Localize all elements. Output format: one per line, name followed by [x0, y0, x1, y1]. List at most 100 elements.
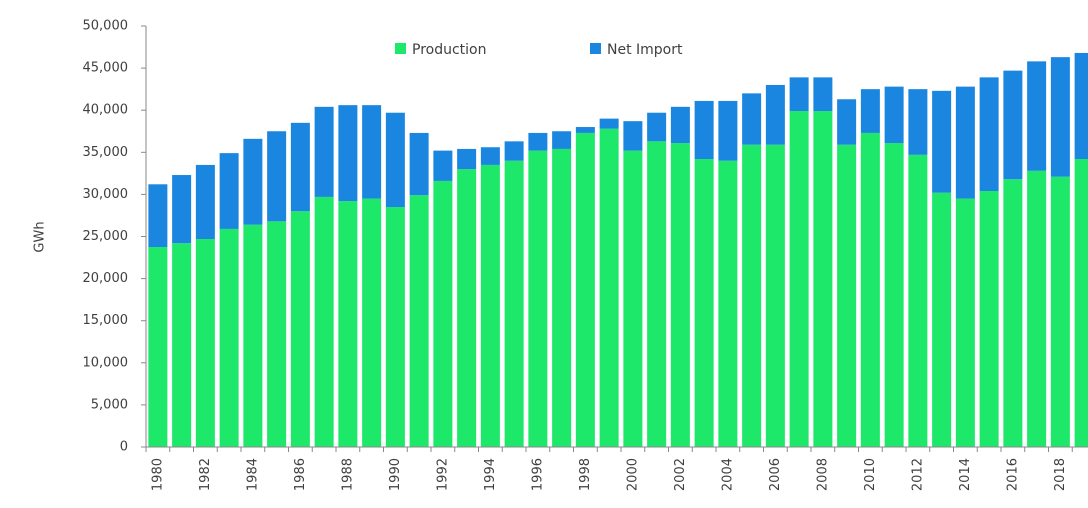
bar-segment	[932, 90, 952, 193]
bar-segment	[528, 150, 548, 447]
bar-segment	[1050, 176, 1070, 447]
bar-segment	[837, 99, 857, 145]
bar-segment	[433, 150, 453, 181]
bar-segment	[219, 228, 239, 447]
y-tick-label: 10,000	[83, 355, 129, 370]
bar-segment	[172, 243, 192, 447]
y-tick-label: 40,000	[83, 103, 129, 118]
y-tick-label: 30,000	[83, 187, 129, 202]
bar-segment	[1003, 70, 1023, 180]
bar-segment	[362, 105, 382, 199]
x-tick-label: 1982	[198, 458, 213, 491]
bar-segment	[148, 184, 168, 248]
bar-segment	[647, 141, 667, 447]
bar-segment	[148, 247, 168, 447]
bar-segment	[504, 160, 524, 447]
bar-segment	[457, 169, 477, 447]
bar-segment	[338, 201, 358, 447]
bar-segment	[884, 143, 904, 447]
bar-segment	[670, 106, 690, 144]
x-tick-label: 2004	[720, 458, 735, 491]
bar-segment	[884, 86, 904, 144]
bar-segment	[1003, 179, 1023, 447]
bar-segment	[623, 150, 643, 447]
bar-segment	[789, 77, 809, 112]
bar-segment	[552, 131, 572, 149]
x-tick-label: 1988	[340, 458, 355, 491]
bar-segment	[338, 105, 358, 202]
bar-segment	[172, 175, 192, 244]
x-tick-label: 1994	[483, 458, 498, 491]
bar-segment	[670, 143, 690, 447]
bar-segment	[932, 192, 952, 447]
bar-segment	[243, 138, 263, 225]
bar-segment	[267, 221, 287, 447]
bar-segment	[267, 131, 287, 222]
bar-segment	[314, 196, 334, 447]
bar-segment	[385, 112, 405, 208]
bar-segment	[599, 128, 619, 447]
bar-segment	[837, 144, 857, 448]
bar-segment	[1027, 170, 1047, 447]
x-tick-label: 1980	[150, 458, 165, 491]
bar-segment	[195, 239, 215, 447]
x-tick-label: 1984	[245, 458, 260, 491]
y-axis-label: GWh	[33, 221, 48, 252]
bar-segment	[243, 224, 263, 447]
bar-segment	[694, 159, 714, 447]
y-tick-label: 45,000	[83, 61, 129, 76]
x-tick-label: 1990	[388, 458, 403, 491]
x-tick-label: 1986	[293, 458, 308, 491]
bar-segment	[575, 132, 595, 447]
bar-segment	[457, 148, 477, 170]
bar-segment	[1050, 57, 1070, 177]
bar-segment	[1074, 52, 1088, 160]
bar-segment	[765, 144, 785, 448]
bar-segment	[1074, 159, 1088, 447]
bar-segment	[480, 147, 500, 165]
bar-segment	[813, 77, 833, 112]
x-tick-label: 2016	[1005, 458, 1020, 491]
legend-label: Production	[412, 42, 486, 58]
x-tick-label: 2012	[910, 458, 925, 491]
x-tick-label: 2002	[673, 458, 688, 491]
bar-segment	[908, 154, 928, 448]
bar-segment	[908, 89, 928, 155]
y-tick-label: 35,000	[83, 145, 129, 160]
bar-segment	[647, 112, 667, 142]
bar-segment	[742, 144, 762, 448]
bar-segment	[290, 211, 310, 447]
x-tick-label: 1992	[435, 458, 450, 491]
bar-segment	[195, 164, 215, 240]
y-tick-label: 25,000	[83, 229, 129, 244]
bar-segment	[742, 93, 762, 145]
bar-segment	[528, 132, 548, 151]
y-tick-label: 20,000	[83, 271, 129, 286]
bar-segment	[552, 148, 572, 447]
bar-segment	[955, 198, 975, 447]
bar-segment	[694, 100, 714, 160]
bar-segment	[860, 89, 880, 133]
bar-segment	[504, 141, 524, 161]
y-tick-label: 5,000	[91, 397, 128, 412]
bar-segment	[409, 195, 429, 447]
bar-segment	[219, 153, 239, 229]
bar-segment	[409, 132, 429, 196]
y-tick-label: 0	[120, 440, 128, 455]
bar-segment	[385, 207, 405, 447]
y-tick-label: 15,000	[83, 313, 129, 328]
bar-segment	[362, 198, 382, 447]
legend-swatch	[590, 43, 601, 54]
bar-segment	[480, 164, 500, 447]
x-tick-label: 1998	[578, 458, 593, 491]
x-tick-label: 2006	[768, 458, 783, 491]
bar-segment	[433, 180, 453, 448]
x-tick-label: 2018	[1053, 458, 1068, 491]
bar-segment	[623, 121, 643, 151]
x-tick-label: 2008	[815, 458, 830, 491]
x-tick-label: 2014	[958, 458, 973, 491]
bar-segment	[314, 106, 334, 197]
bar-segment	[290, 122, 310, 212]
legend-swatch	[395, 43, 406, 54]
